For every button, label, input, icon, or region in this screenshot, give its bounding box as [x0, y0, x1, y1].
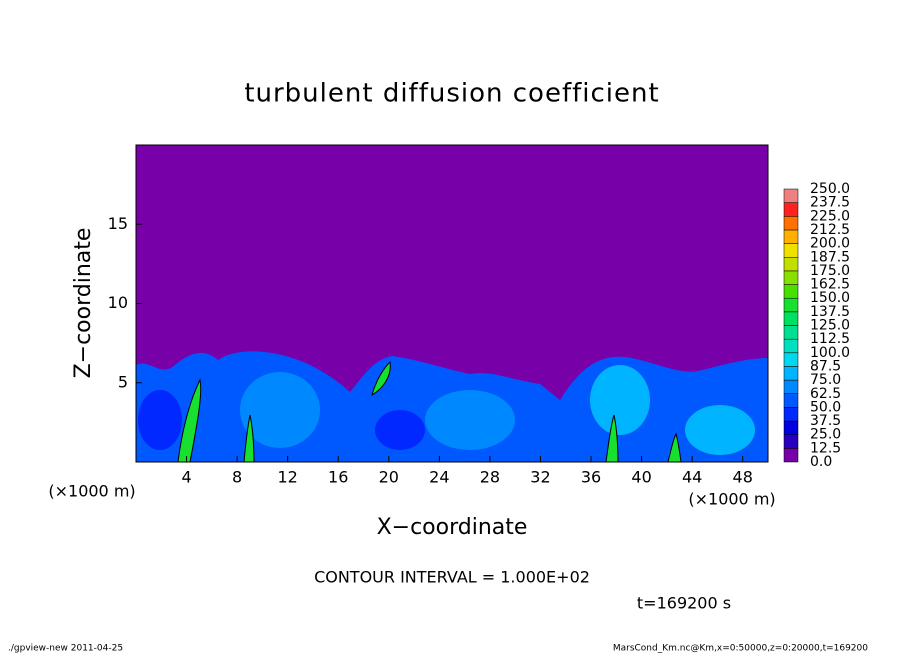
- footer-right: MarsCond_Km.nc@Km,x=0:50000,z=0:20000,t=…: [613, 644, 868, 654]
- x-axis-label: X−coordinate: [377, 515, 528, 540]
- x-tick-label: 36: [581, 468, 601, 487]
- x-tick-label: 4: [181, 468, 191, 487]
- y-axis-label: Z−coordinate: [71, 228, 96, 379]
- colorbar-label: 25.0: [810, 427, 841, 443]
- x-tick-label: 8: [232, 468, 242, 487]
- colorbar-box: [783, 270, 799, 285]
- colorbar-label: 200.0: [810, 236, 850, 252]
- colorbar-label: 187.5: [810, 249, 850, 265]
- x-unit: (×1000 m): [48, 482, 135, 501]
- y-tick-label: 5: [118, 372, 128, 391]
- colorbar-label: 112.5: [810, 331, 850, 347]
- colorbar-box: [783, 448, 799, 463]
- colorbar-box: [783, 311, 799, 326]
- colorbar-label: 0.0: [810, 454, 832, 470]
- chart-title: turbulent diffusion coefficient: [244, 79, 659, 109]
- field-region: [375, 410, 425, 450]
- colorbar-label: 12.5: [810, 440, 841, 456]
- plume: [605, 414, 619, 463]
- colorbar-label: 50.0: [810, 399, 841, 415]
- y-tick-label: 15: [108, 214, 128, 233]
- x-tick-label: 28: [480, 468, 500, 487]
- field: [136, 145, 768, 463]
- x-tick-label: 16: [328, 468, 348, 487]
- plume: [243, 414, 255, 463]
- colorbar-label: 225.0: [810, 208, 850, 224]
- colorbar-box: [783, 188, 799, 203]
- plume: [667, 432, 682, 463]
- colorbar-box: [783, 257, 799, 272]
- colorbar-label: 87.5: [810, 358, 841, 374]
- colorbar-label: 250.0: [810, 181, 850, 197]
- field-region: [425, 390, 515, 450]
- colorbar-box: [783, 243, 799, 258]
- colorbar-label: 150.0: [810, 290, 850, 306]
- colorbar-box: [783, 434, 799, 449]
- colorbar-box: [783, 393, 799, 408]
- colorbar-box: [783, 420, 799, 435]
- colorbar-box: [783, 297, 799, 313]
- colorbar-label: 125.0: [810, 318, 850, 334]
- y-unit: (×1000 m): [688, 490, 775, 509]
- colorbar-box: [783, 216, 799, 231]
- colorbar-label: 175.0: [810, 263, 850, 279]
- time-label: t=169200 s: [637, 594, 731, 613]
- field-region: [685, 405, 755, 455]
- x-tick-label: 20: [379, 468, 399, 487]
- colorbar-box: [783, 229, 799, 244]
- colorbar-label: 75.0: [810, 372, 841, 388]
- colorbar-label: 137.5: [810, 304, 850, 320]
- x-tick-label: 40: [631, 468, 651, 487]
- plume: [371, 360, 391, 397]
- footer-left: ./gpview-new 2011-04-25: [8, 644, 123, 654]
- x-tick-label: 12: [278, 468, 298, 487]
- colorbar-box: [783, 284, 799, 299]
- x-tick-label: 24: [429, 468, 449, 487]
- colorbar-box: [783, 338, 799, 354]
- x-tick-label: 32: [530, 468, 550, 487]
- colorbar-box: [783, 325, 799, 340]
- colorbar-label: 62.5: [810, 386, 841, 402]
- colorbar-label: 37.5: [810, 413, 841, 429]
- x-tick-label: 48: [733, 468, 753, 487]
- colorbar-box: [783, 352, 799, 367]
- colorbar-box: [783, 379, 799, 395]
- plume: [177, 378, 202, 463]
- colorbar-label: 212.5: [810, 222, 850, 238]
- field-region: [590, 365, 650, 435]
- contour-interval: CONTOUR INTERVAL = 1.000E+02: [314, 568, 590, 587]
- colorbar-box: [783, 202, 799, 217]
- colorbar-box: [783, 407, 799, 422]
- colorbar-label: 237.5: [810, 195, 850, 211]
- colorbar-label: 100.0: [810, 345, 850, 361]
- x-tick-label: 44: [682, 468, 702, 487]
- field-region: [240, 372, 320, 448]
- colorbar-label: 162.5: [810, 277, 850, 293]
- colorbar-box: [783, 366, 799, 381]
- y-tick-label: 10: [108, 293, 128, 312]
- field-region: [138, 390, 182, 450]
